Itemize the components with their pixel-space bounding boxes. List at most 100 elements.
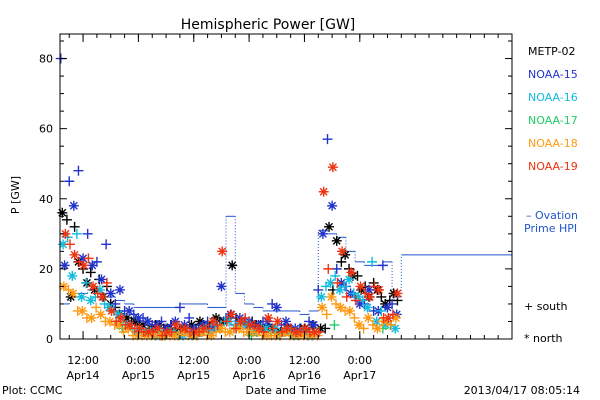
noaa-16-north-point [390,323,401,334]
noaa-18-south-point [340,305,351,316]
metp-02-south-point [69,221,80,232]
y-tick-label-40: 40 [39,193,53,206]
noaa-15-south-point [101,239,112,250]
noaa-19-north-point [97,291,108,302]
noaa-19-south-point [267,323,278,334]
noaa-19-south-point [332,277,343,288]
noaa-19-north-point [171,319,182,330]
noaa-15-south-point [156,316,167,327]
noaa-15-south-point [267,298,278,309]
noaa-19-north-point [355,281,366,292]
noaa-16-south-point [320,281,331,292]
noaa-15-north-point [364,284,375,295]
noaa-18-north-point [363,312,374,323]
satellite-points [55,53,403,341]
noaa-18-south-point [349,312,360,323]
legend-entry-noaa-17: NOAA-17 [528,114,578,127]
x-tick-date-label-5: Apr17 [343,369,376,382]
noaa-18-north-point [68,288,79,299]
noaa-15-north-point [105,288,116,299]
noaa-18-south-point [358,323,369,334]
noaa-19-south-point [341,291,352,302]
x-tick-time-label-3: 0:00 [237,354,262,367]
noaa-15-north-point [170,316,181,327]
noaa-18-north-point [178,326,189,337]
noaa-18-south-point [91,302,102,313]
noaa-16-south-point [330,270,341,281]
noaa-15-south-point [377,260,388,271]
noaa-19-north-point [327,162,338,173]
noaa-15-north-point [382,302,393,313]
noaa-19-north-point [226,309,237,320]
noaa-19-south-point [111,316,122,327]
metp-02-north-point [65,291,76,302]
x-tick-date-label-2: Apr15 [177,369,210,382]
legend-entry-noaa-15: NOAA-15 [528,68,578,81]
noaa-15-south-point [387,298,398,309]
noaa-19-south-point [83,253,94,264]
noaa-15-north-point [78,253,89,264]
metp-02-south-point [336,256,347,267]
noaa-15-north-point [234,312,245,323]
noaa-15-north-point [59,260,70,271]
noaa-15-north-point [68,200,79,211]
noaa-18-north-point [123,323,134,334]
x-tick-date-label-0: Apr14 [67,369,100,382]
noaa-16-south-point [339,281,350,292]
noaa-15-north-point [216,281,227,292]
x-tick-date-label-1: Apr15 [122,369,155,382]
metp-02-south-point [85,267,96,278]
y-tick-label-60: 60 [39,123,53,136]
noaa-15-north-point [308,319,319,330]
noaa-18-south-point [238,326,249,337]
noaa-19-south-point [203,323,214,334]
noaa-19-south-point [184,326,195,337]
noaa-19-south-point [240,312,251,323]
noaa-15-north-point [281,316,291,327]
noaa-15-south-point [147,319,158,330]
noaa-16-north-point [371,316,382,327]
x-tick-time-label-4: 12:00 [289,354,321,367]
noaa-19-south-point [120,319,131,330]
noaa-19-south-point [378,312,389,323]
noaa-19-north-point [235,316,246,327]
legend-entry-noaa-16: NOAA-16 [528,91,578,104]
noaa-19-south-point [221,316,232,327]
legend-marker-north: * north [524,332,563,345]
noaa-15-south-point [174,302,185,313]
noaa-15-north-point [317,228,328,239]
noaa-16-north-point [334,284,345,295]
noaa-19-south-point [277,326,288,337]
noaa-19-north-point [263,312,274,323]
legend-entry-metp-02: METP-02 [528,45,576,58]
noaa-16-north-point [104,302,115,313]
noaa-19-north-point [60,228,71,239]
noaa-15-north-point [142,316,153,327]
noaa-15-north-point [179,319,190,330]
noaa-18-south-point [81,312,92,323]
noaa-15-north-point [161,323,172,334]
noaa-19-south-point [92,288,103,299]
y-tick-label-80: 80 [39,53,53,66]
noaa-18-south-point [367,319,378,330]
noaa-19-north-point [217,246,228,257]
noaa-18-north-point [95,309,106,320]
x-axis: 12:00 Apr14 0:00 Apr15 12:00 Apr15 0:00 Apr16 12… [67,34,499,382]
noaa-16-north-point [362,302,373,313]
noaa-19-south-point [129,323,140,334]
noaa-19-south-point [138,326,149,337]
metp-02-north-point [331,235,342,246]
noaa-19-south-point [304,326,315,337]
plot-frame [59,33,513,340]
noaa-19-north-point [254,323,265,334]
noaa-18-south-point [118,326,129,337]
noaa-16-south-point [367,256,378,267]
noaa-16-north-point [205,326,216,337]
x-tick-time-label-5: 0:00 [347,354,372,367]
noaa-19-south-point [231,323,242,334]
y-axis: 0 20 40 60 80 [39,40,512,346]
metp-02-north-point [57,207,68,218]
noaa-16-south-point [376,305,387,316]
noaa-16-north-point [58,239,69,250]
